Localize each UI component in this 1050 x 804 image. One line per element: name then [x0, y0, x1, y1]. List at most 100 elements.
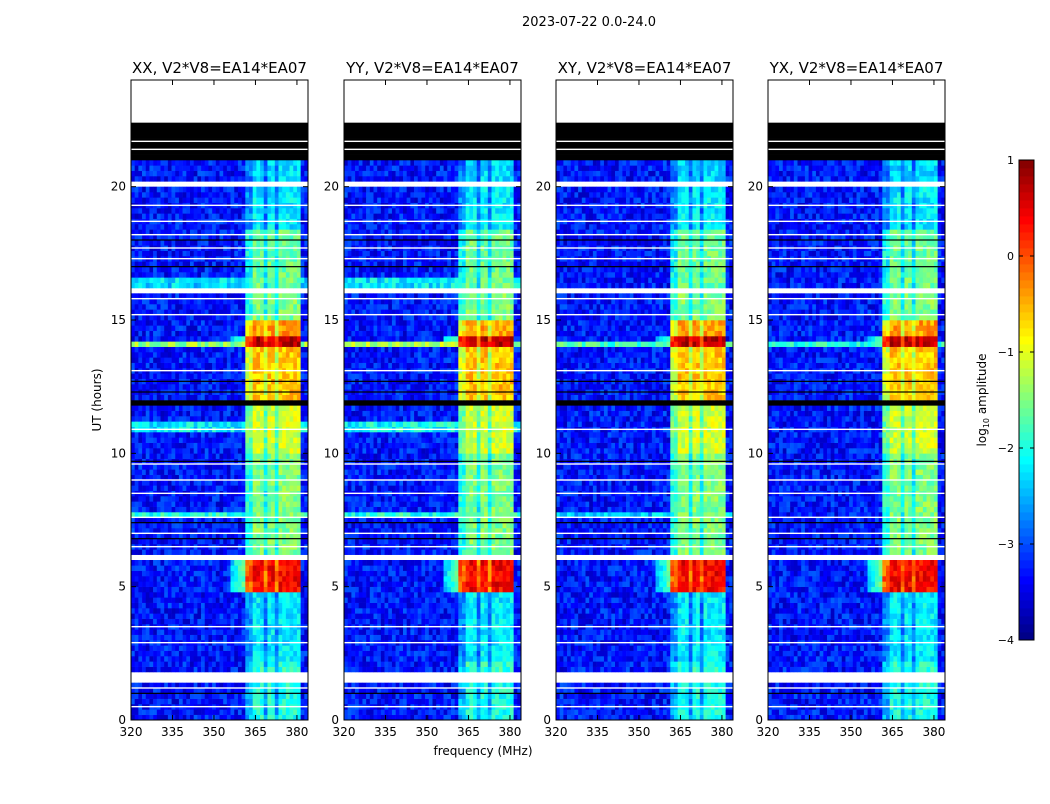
heatmap-cell: [264, 635, 268, 641]
heatmap-cell: [249, 587, 253, 593]
heatmap-cell: [293, 603, 297, 609]
heatmap-cell: [220, 352, 224, 358]
heatmap-cell: [245, 453, 249, 459]
heatmap-cell: [135, 347, 139, 353]
heatmap-cell: [256, 240, 260, 246]
heatmap-cell: [194, 453, 198, 459]
heatmap-cell: [197, 496, 201, 502]
heatmap-cell: [168, 592, 172, 598]
heatmap-cell: [201, 693, 205, 699]
heatmap-cell: [161, 384, 165, 390]
heatmap-cell: [175, 592, 179, 598]
heatmap-cell: [227, 501, 231, 507]
heatmap-cell: [175, 587, 179, 593]
heatmap-cell: [168, 443, 172, 449]
heatmap-cell: [256, 176, 260, 182]
heatmap-cell: [175, 613, 179, 619]
heatmap-cell: [267, 507, 271, 513]
heatmap-cell: [227, 448, 231, 454]
heatmap-cell: [264, 187, 268, 193]
heatmap-cell: [157, 709, 161, 715]
heatmap-cell: [264, 539, 268, 545]
heatmap-cell: [256, 464, 260, 470]
heatmap-cell: [267, 432, 271, 438]
heatmap-cell: [142, 507, 146, 513]
heatmap-cell: [385, 699, 389, 705]
heatmap-cell: [194, 240, 198, 246]
heatmap-cell: [264, 352, 268, 358]
heatmap-cell: [175, 272, 179, 278]
heatmap-cell: [153, 352, 157, 358]
heatmap-cell: [220, 549, 224, 555]
heatmap-cell: [138, 224, 142, 230]
heatmap-cell: [223, 587, 227, 593]
heatmap-cell: [190, 336, 194, 342]
heatmap-cell: [164, 384, 168, 390]
heatmap-cell: [172, 272, 176, 278]
heatmap-cell: [253, 608, 257, 614]
heatmap-cell: [256, 421, 260, 427]
heatmap-cell: [149, 192, 153, 198]
heatmap-cell: [249, 693, 253, 699]
heatmap-cell: [279, 299, 283, 305]
heatmap-cell: [220, 560, 224, 566]
heatmap-cell: [146, 347, 150, 353]
heatmap-cell: [234, 272, 238, 278]
heatmap-cell: [208, 715, 212, 721]
heatmap-cell: [131, 539, 135, 545]
heatmap-cell: [234, 507, 238, 513]
heatmap-cell: [264, 523, 268, 529]
heatmap-cell: [223, 411, 227, 417]
heatmap-cell: [131, 693, 135, 699]
heatmap-cell: [142, 224, 146, 230]
heatmap-cell: [197, 603, 201, 609]
heatmap-cell: [253, 485, 257, 491]
heatmap-cell: [223, 384, 227, 390]
heatmap-cell: [220, 448, 224, 454]
flagged-row: [131, 133, 308, 139]
heatmap-cell: [190, 667, 194, 673]
heatmap-cell: [205, 411, 209, 417]
heatmap-cell: [514, 715, 518, 721]
heatmap-cell: [301, 299, 305, 305]
heatmap-cell: [245, 251, 249, 257]
heatmap-cell: [297, 603, 301, 609]
heatmap-cell: [208, 629, 212, 635]
heatmap-cell: [231, 629, 235, 635]
heatmap-cell: [297, 576, 301, 582]
heatmap-cell: [138, 197, 142, 203]
heatmap-cell: [220, 432, 224, 438]
heatmap-cell: [131, 197, 135, 203]
heatmap-cell: [194, 197, 198, 203]
heatmap-cell: [293, 373, 297, 379]
heatmap-cell: [190, 603, 194, 609]
heatmap-cell: [377, 709, 381, 715]
heatmap-cell: [186, 464, 190, 470]
heatmap-cell: [279, 432, 283, 438]
heatmap-cell: [223, 619, 227, 625]
heatmap-cell: [238, 485, 242, 491]
flagged-line: [131, 693, 308, 694]
heatmap-cell: [157, 469, 161, 475]
heatmap-cell: [301, 539, 305, 545]
heatmap-cell: [183, 523, 187, 529]
heatmap-cell: [227, 192, 231, 198]
heatmap-cell: [301, 667, 305, 673]
heatmap-cell: [138, 320, 142, 326]
heatmap-cell: [138, 597, 142, 603]
heatmap-cell: [249, 608, 253, 614]
heatmap-cell: [168, 709, 172, 715]
heatmap-cell: [208, 571, 212, 577]
heatmap-cell: [157, 272, 161, 278]
heatmap-cell: [168, 693, 172, 699]
heatmap-cell: [267, 277, 271, 283]
heatmap-cell: [231, 485, 235, 491]
heatmap-cell: [164, 299, 168, 305]
heatmap-cell: [161, 656, 165, 662]
heatmap-cell: [223, 197, 227, 203]
heatmap-cell: [271, 603, 275, 609]
heatmap-cell: [138, 613, 142, 619]
heatmap-cell: [186, 363, 190, 369]
heatmap-cell: [242, 560, 246, 566]
heatmap-cell: [256, 304, 260, 310]
